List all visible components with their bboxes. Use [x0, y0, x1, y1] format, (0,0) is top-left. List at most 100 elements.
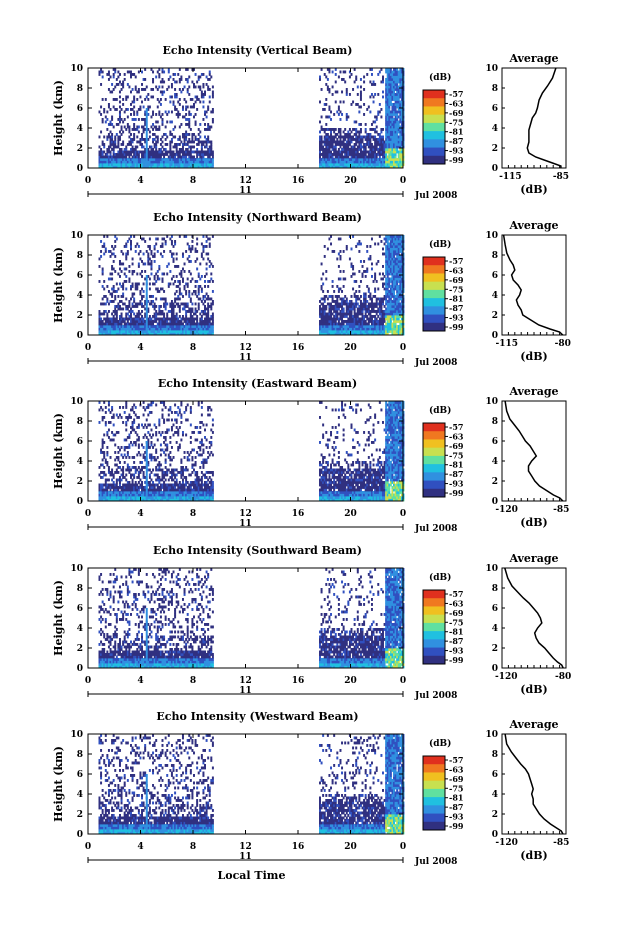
colorbar-segment: [423, 310, 445, 316]
heatmap-cell: [186, 242, 189, 246]
heatmap-cell: [118, 105, 121, 109]
heatmap-cell: [186, 68, 189, 71]
heatmap-cell: [161, 135, 164, 139]
heatmap-cell: [103, 245, 106, 248]
heatmap-cell: [167, 158, 170, 161]
heatmap-cell: [144, 153, 147, 156]
heatmap-cell: [189, 150, 192, 154]
heatmap-cell: [331, 297, 334, 301]
heatmap-cell: [104, 481, 107, 484]
heatmap-cell: [382, 90, 384, 94]
heatmap-cell: [100, 240, 103, 243]
heatmap-cell: [397, 98, 400, 101]
heatmap-cell: [181, 165, 184, 169]
heatmap-cell: [331, 143, 334, 146]
heatmap-cell: [141, 135, 144, 139]
heatmap-cell: [337, 113, 340, 116]
heatmap-cell: [109, 90, 112, 94]
heatmap-cell: [117, 160, 120, 164]
heatmap-cell: [333, 113, 336, 116]
heatmap-cell: [334, 320, 337, 323]
heatmap-cell: [148, 287, 151, 291]
heatmap-cell: [150, 153, 153, 156]
heatmap-cell: [180, 158, 183, 161]
heatmap-cell: [369, 138, 372, 141]
heatmap-cell: [353, 307, 356, 311]
heatmap-cell: [183, 158, 186, 161]
heatmap-cell: [133, 128, 136, 131]
heatmap-cell: [155, 297, 158, 301]
heatmap-cell: [382, 265, 384, 268]
y-tick-label: 8: [77, 84, 83, 94]
heatmap-cell: [148, 245, 151, 248]
heatmap-cell: [111, 163, 114, 166]
colorbar-segment: [423, 306, 445, 311]
heatmap-cell: [370, 93, 373, 96]
heatmap-cell: [363, 80, 366, 84]
heatmap-cell: [159, 98, 162, 101]
heatmap-cell: [128, 150, 131, 154]
heatmap-cell: [130, 315, 132, 318]
heatmap-cell: [169, 148, 172, 151]
heatmap-cell: [150, 160, 153, 164]
heatmap-cell: [189, 140, 192, 144]
heatmap-cell: [136, 163, 139, 166]
heatmap-cell: [118, 100, 121, 104]
heatmap-cell: [142, 290, 145, 293]
heatmap-cell: [114, 163, 117, 166]
heatmap-cell: [211, 302, 214, 306]
heatmap-cell: [208, 73, 211, 76]
heatmap-cell: [370, 73, 373, 76]
heatmap-cell: [126, 165, 129, 169]
heatmap-cell: [133, 160, 136, 164]
heatmap-cell: [114, 155, 117, 159]
heatmap-cell: [101, 150, 104, 154]
heatmap-cell: [386, 275, 389, 278]
heatmap-cell: [161, 90, 164, 94]
heatmap-cell: [319, 155, 321, 159]
heatmap-cell: [188, 295, 191, 298]
colorbar-segment: [423, 110, 445, 116]
heatmap-cell: [183, 160, 186, 164]
heatmap-cell: [161, 242, 164, 246]
heatmap-cell: [152, 163, 155, 166]
heatmap-cell: [152, 322, 155, 326]
heatmap-cell: [107, 148, 110, 151]
heatmap-cell: [347, 130, 350, 134]
heatmap-cell: [333, 290, 336, 293]
heatmap-cell: [125, 145, 128, 149]
heatmap-cell: [150, 148, 153, 151]
heatmap-cell: [191, 247, 194, 251]
heatmap-cell: [101, 140, 104, 144]
heatmap-cell: [158, 125, 161, 129]
heatmap-cell: [159, 252, 162, 256]
heatmap-cell: [191, 302, 194, 306]
heatmap-cell: [185, 118, 188, 121]
heatmap-cell: [189, 260, 192, 263]
heatmap-cell: [120, 88, 123, 91]
heatmap-cell: [186, 302, 189, 306]
heatmap-cell: [152, 295, 155, 298]
heatmap-cell: [378, 133, 381, 136]
heatmap-cell: [183, 98, 186, 101]
heatmap-cell: [159, 153, 162, 156]
heatmap-cell: [156, 88, 159, 91]
heatmap-cell: [139, 272, 142, 276]
heatmap-cell: [155, 242, 158, 246]
heatmap-cell: [180, 148, 183, 151]
heatmap-cell: [197, 165, 200, 169]
heatmap-cell: [191, 138, 194, 141]
heatmap-cell: [100, 150, 103, 154]
heatmap-cell: [106, 155, 109, 159]
heatmap-cell: [156, 158, 159, 161]
heatmap-cell: [141, 138, 144, 141]
heatmap-cell: [337, 148, 340, 151]
heatmap-cell: [100, 153, 103, 156]
heatmap-cell: [172, 252, 175, 256]
heatmap-cell: [153, 125, 156, 129]
heatmap-cell: [361, 272, 364, 276]
heatmap-cell: [136, 90, 139, 94]
heatmap-cell: [112, 315, 115, 318]
heatmap-cell: [112, 438, 115, 442]
heatmap-cell: [363, 317, 366, 321]
